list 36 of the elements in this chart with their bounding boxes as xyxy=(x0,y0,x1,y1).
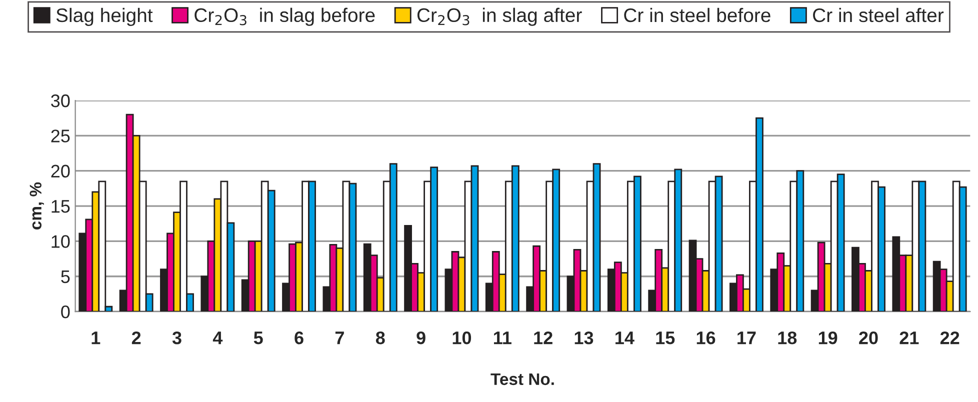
x-tick-label: 1 xyxy=(92,332,100,344)
y-tick-label: 0 xyxy=(61,305,70,318)
x-tick-label: 5 xyxy=(254,332,263,344)
legend-label: Slag height xyxy=(56,8,153,26)
x-tick-label: 8 xyxy=(376,331,385,344)
x-tick-label: 11 xyxy=(494,332,512,344)
x-tick-label: 6 xyxy=(294,331,304,344)
y-axis-title: cm, % xyxy=(30,182,44,230)
x-tick-label: 2 xyxy=(132,331,141,344)
x-tick-label: 10 xyxy=(452,331,472,344)
x-tick-label: 15 xyxy=(656,332,675,344)
y-tick-label: 20 xyxy=(51,164,70,178)
x-tick-label: 17 xyxy=(738,332,756,344)
y-tick-label: 25 xyxy=(51,130,70,142)
x-tick-label: 16 xyxy=(696,331,716,344)
x-tick-label: 14 xyxy=(616,332,634,344)
y-tick-label: 5 xyxy=(61,270,70,284)
x-tick-label: 4 xyxy=(212,332,223,344)
x-tick-label: 7 xyxy=(335,332,344,344)
x-tick-label: 22 xyxy=(940,331,960,344)
x-tick-label: 19 xyxy=(818,331,838,344)
legend-label: Cr$_{2}$O$_{3}$ in slag after xyxy=(417,8,582,26)
x-tick-label: 21 xyxy=(900,331,919,344)
legend-label: Cr in steel before xyxy=(624,8,770,22)
legend-label: Cr$_{2}$O$_{3}$ in slag before xyxy=(194,8,375,26)
y-tick-label: 30 xyxy=(51,94,70,108)
y-tick-label: 10 xyxy=(52,235,70,248)
x-tick-label: 9 xyxy=(416,331,426,344)
x-tick-label: 13 xyxy=(574,331,594,344)
x-tick-label: 12 xyxy=(534,331,552,344)
x-tick-label: 18 xyxy=(778,331,797,344)
legend-label: Cr in steel after xyxy=(813,8,944,22)
y-tick-label: 15 xyxy=(52,200,70,213)
x-tick-label: 3 xyxy=(172,331,182,344)
x-axis-title: Test No. xyxy=(490,373,554,386)
x-tick-label: 20 xyxy=(859,331,878,344)
